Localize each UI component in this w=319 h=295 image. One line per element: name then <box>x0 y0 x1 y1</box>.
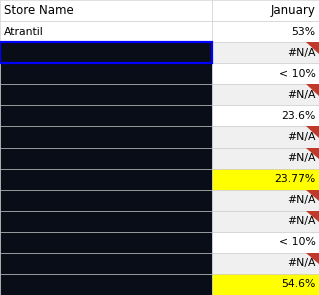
Bar <box>0 0 212 21</box>
Bar <box>0 190 212 211</box>
Bar <box>212 274 319 295</box>
Polygon shape <box>307 127 319 138</box>
Text: Atrantil: Atrantil <box>4 27 44 37</box>
Bar <box>0 105 212 127</box>
Bar <box>212 127 319 148</box>
Text: 23.6%: 23.6% <box>281 111 316 121</box>
Bar <box>212 63 319 84</box>
Text: #N/A: #N/A <box>287 48 316 58</box>
Polygon shape <box>307 190 319 201</box>
Bar <box>0 274 212 295</box>
Text: 54.6%: 54.6% <box>281 279 316 289</box>
Text: 53%: 53% <box>292 27 316 37</box>
Text: #N/A: #N/A <box>287 90 316 100</box>
Text: January: January <box>271 4 316 17</box>
Bar <box>212 105 319 127</box>
Bar <box>0 168 212 190</box>
Bar <box>0 127 212 148</box>
Bar <box>212 190 319 211</box>
Bar <box>212 211 319 232</box>
Bar <box>0 84 212 105</box>
Bar <box>212 0 319 21</box>
Polygon shape <box>307 253 319 264</box>
Bar <box>212 148 319 168</box>
Polygon shape <box>307 84 319 96</box>
Polygon shape <box>307 148 319 159</box>
Bar <box>212 42 319 63</box>
Text: < 10%: < 10% <box>279 237 316 247</box>
Polygon shape <box>307 211 319 222</box>
Bar <box>0 232 212 253</box>
Text: #N/A: #N/A <box>287 153 316 163</box>
Text: #N/A: #N/A <box>287 216 316 226</box>
Bar <box>0 63 212 84</box>
Bar <box>212 253 319 274</box>
Text: 23.77%: 23.77% <box>275 174 316 184</box>
Bar <box>0 148 212 168</box>
Bar <box>0 42 212 63</box>
Text: #N/A: #N/A <box>287 132 316 142</box>
Bar <box>0 211 212 232</box>
Polygon shape <box>307 42 319 54</box>
Bar <box>212 84 319 105</box>
Bar <box>0 21 212 42</box>
Text: #N/A: #N/A <box>287 258 316 268</box>
Bar <box>212 21 319 42</box>
Bar <box>212 232 319 253</box>
Text: < 10%: < 10% <box>279 69 316 79</box>
Bar <box>212 168 319 190</box>
Bar <box>0 42 212 63</box>
Text: Store Name: Store Name <box>4 4 74 17</box>
Bar <box>0 253 212 274</box>
Text: #N/A: #N/A <box>287 195 316 205</box>
